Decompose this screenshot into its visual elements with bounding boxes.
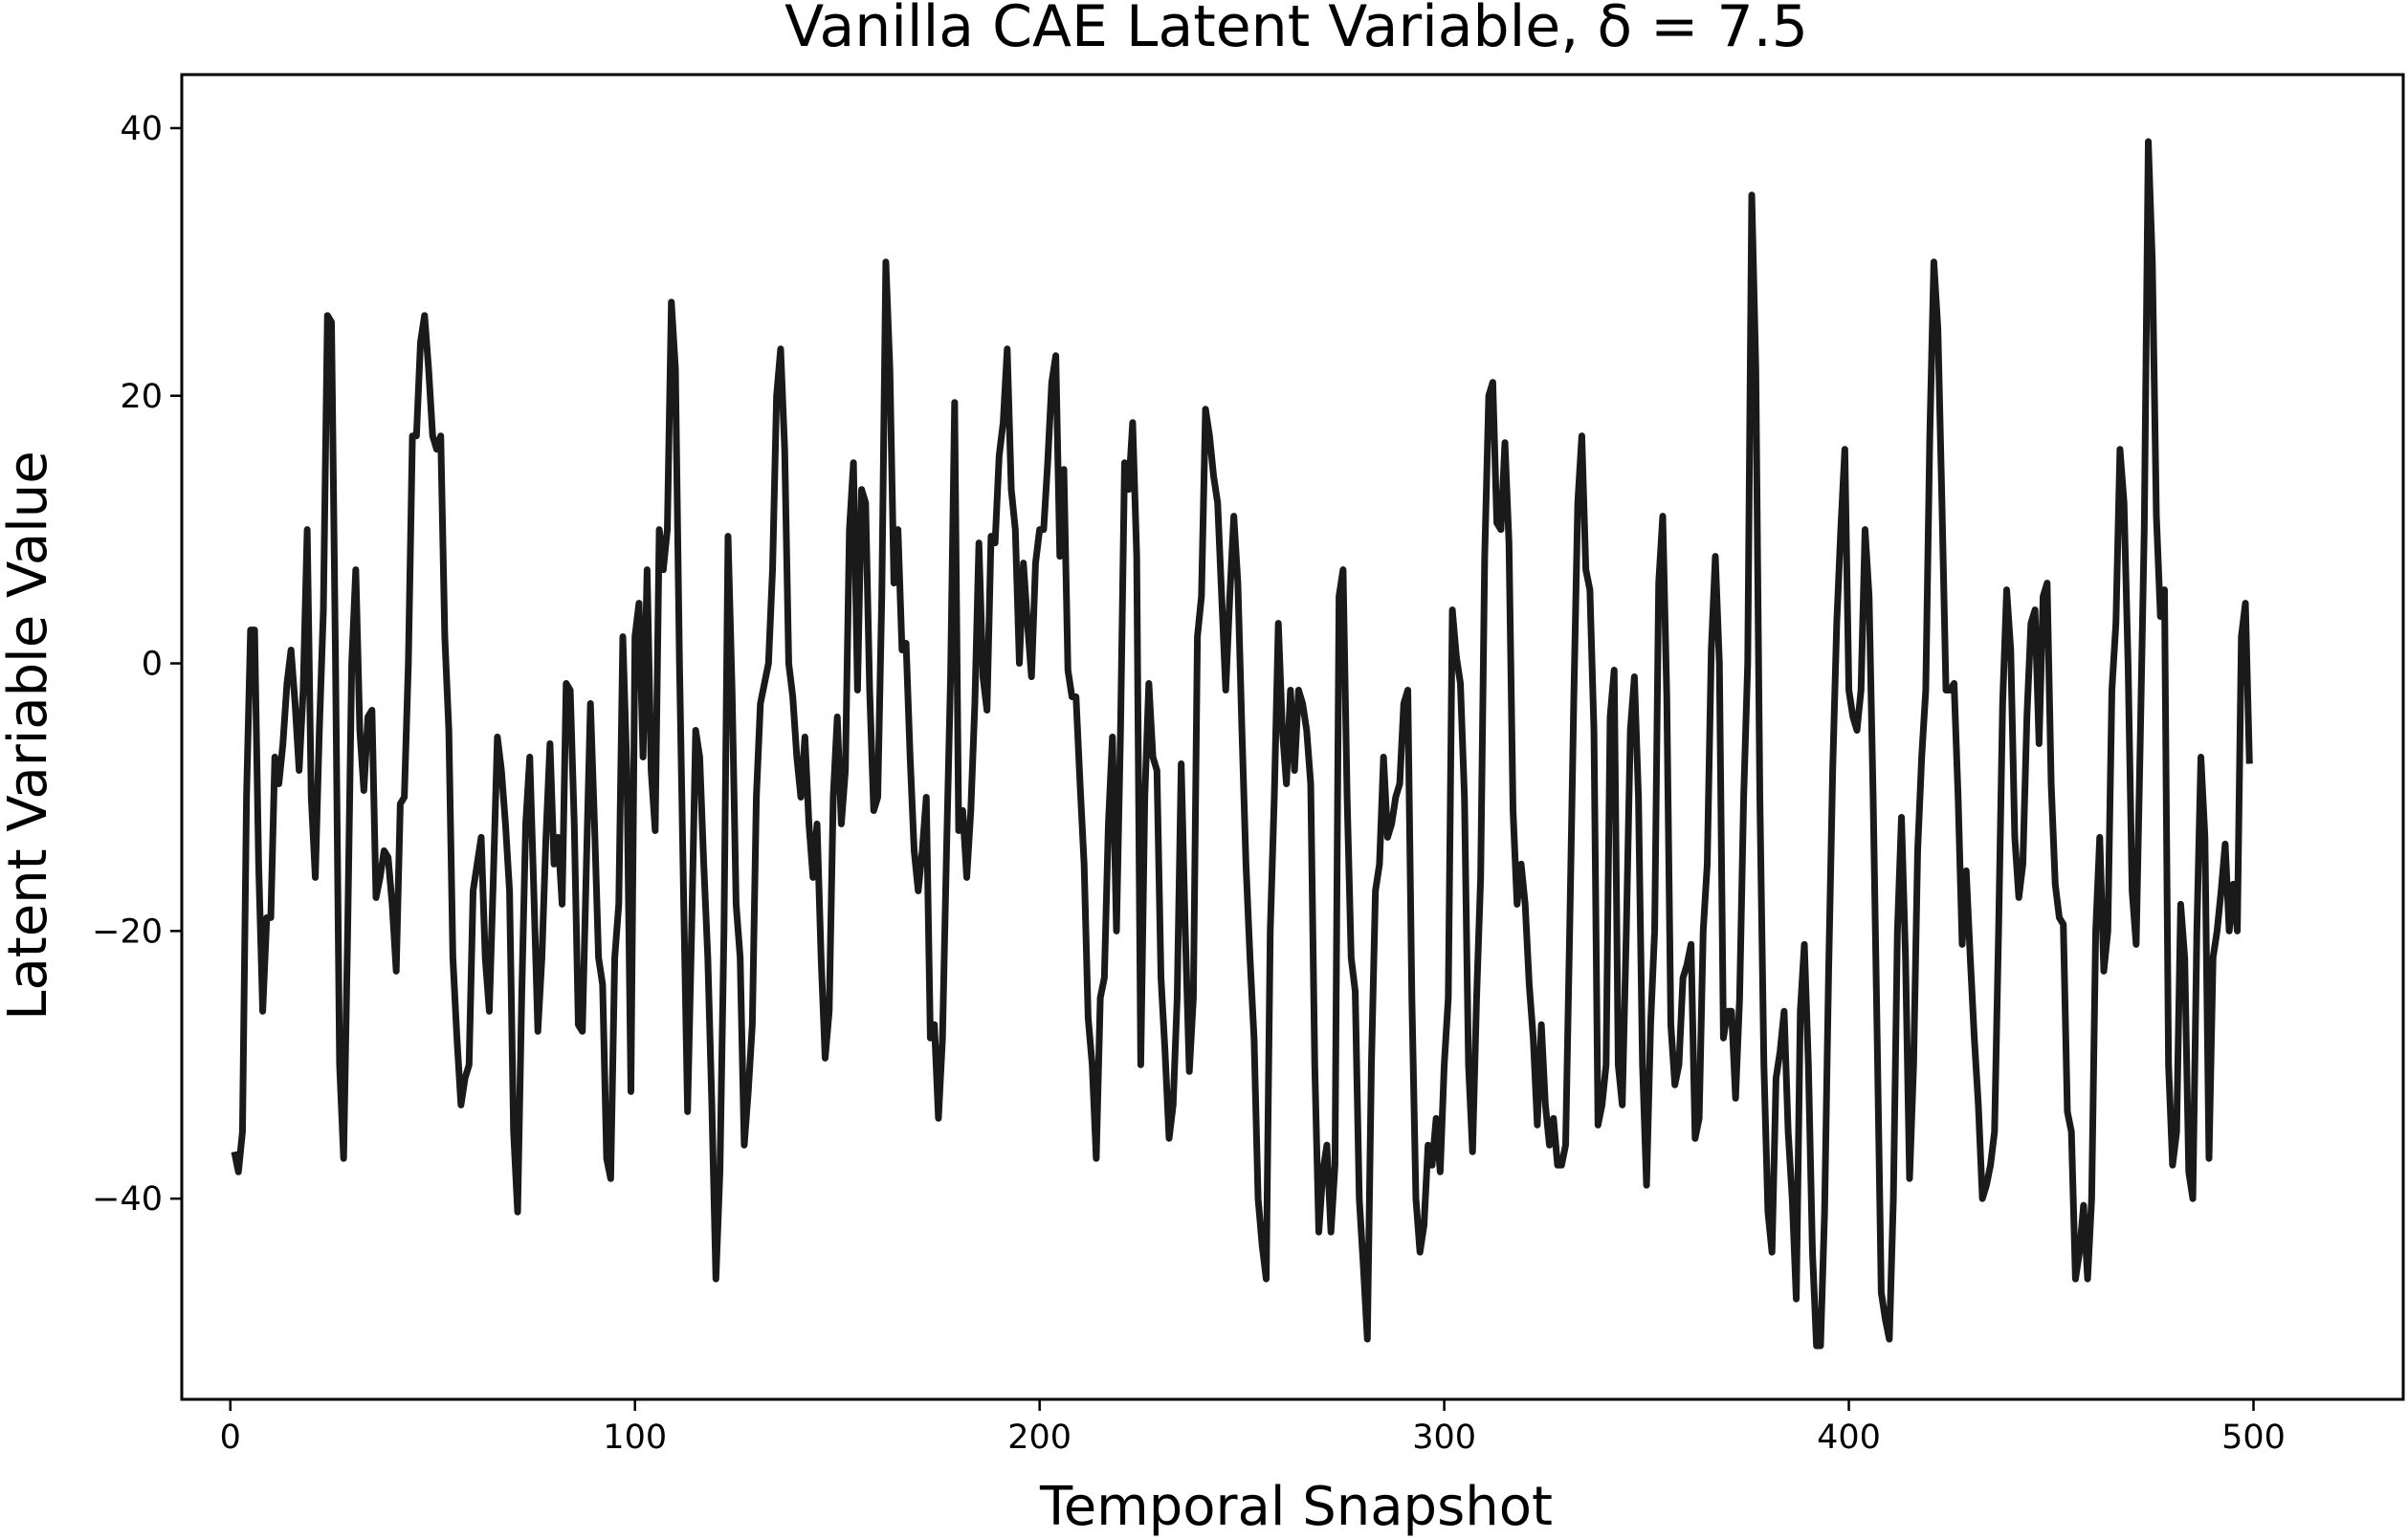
y-tick-label: 0 xyxy=(142,646,163,684)
x-tick-label: 500 xyxy=(2221,1418,2286,1457)
x-axis: 0 100 200 300 400 500 xyxy=(220,1399,2286,1457)
y-tick-label: −20 xyxy=(92,912,163,951)
y-tick-label: −40 xyxy=(92,1180,163,1219)
y-tick-label: 40 xyxy=(120,110,163,148)
chart-title: Vanilla CAE Latent Variable, δ = 7.5 xyxy=(784,0,1808,60)
plot-frame xyxy=(180,73,2405,1401)
y-tick-label: 20 xyxy=(120,378,163,416)
x-tick-label: 100 xyxy=(603,1418,667,1457)
x-tick-label: 400 xyxy=(1817,1418,1881,1457)
x-tick-label: 200 xyxy=(1007,1418,1071,1457)
plot-marks xyxy=(231,138,2253,1350)
y-axis: −40 −20 0 20 40 xyxy=(92,110,182,1219)
series-line-0 xyxy=(231,138,2253,1350)
y-axis-label: Latent Variable Value xyxy=(0,451,59,1021)
x-axis-label: Temporal Snapshot xyxy=(1039,1476,1553,1538)
x-tick-label: 300 xyxy=(1412,1418,1476,1457)
x-tick-label: 0 xyxy=(220,1418,241,1457)
